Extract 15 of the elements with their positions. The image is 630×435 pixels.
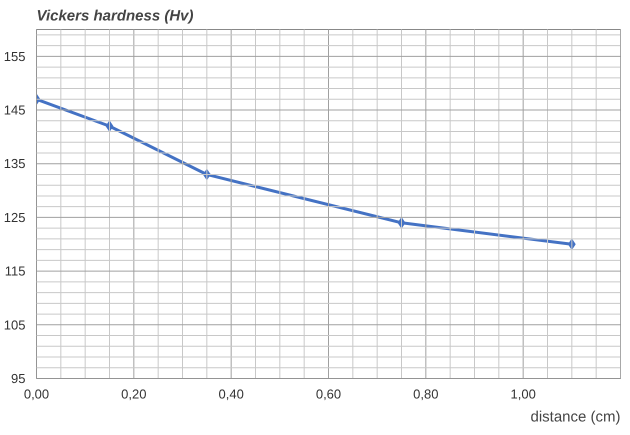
y-tick-label: 125 [4,210,26,225]
y-tick-label: 155 [4,48,26,64]
y-tick-label: 145 [4,102,26,118]
x-tick-label: 0,20 [121,386,146,402]
y-tick-label: 105 [4,317,26,332]
x-tick-label: 0,60 [316,386,342,402]
x-tick-label: 0,00 [24,386,50,402]
x-axis-title: distance (cm) [530,408,621,426]
x-tick-label: 0,80 [413,386,438,402]
y-tick-label: 115 [4,264,26,279]
y-tick-label: 95 [11,371,26,386]
x-tick-label: 1,00 [510,386,536,402]
y-axis-title: Vickers hardness (Hv) [36,8,194,24]
x-tick-label: 0,40 [218,386,244,402]
y-tick-label: 135 [4,156,26,172]
